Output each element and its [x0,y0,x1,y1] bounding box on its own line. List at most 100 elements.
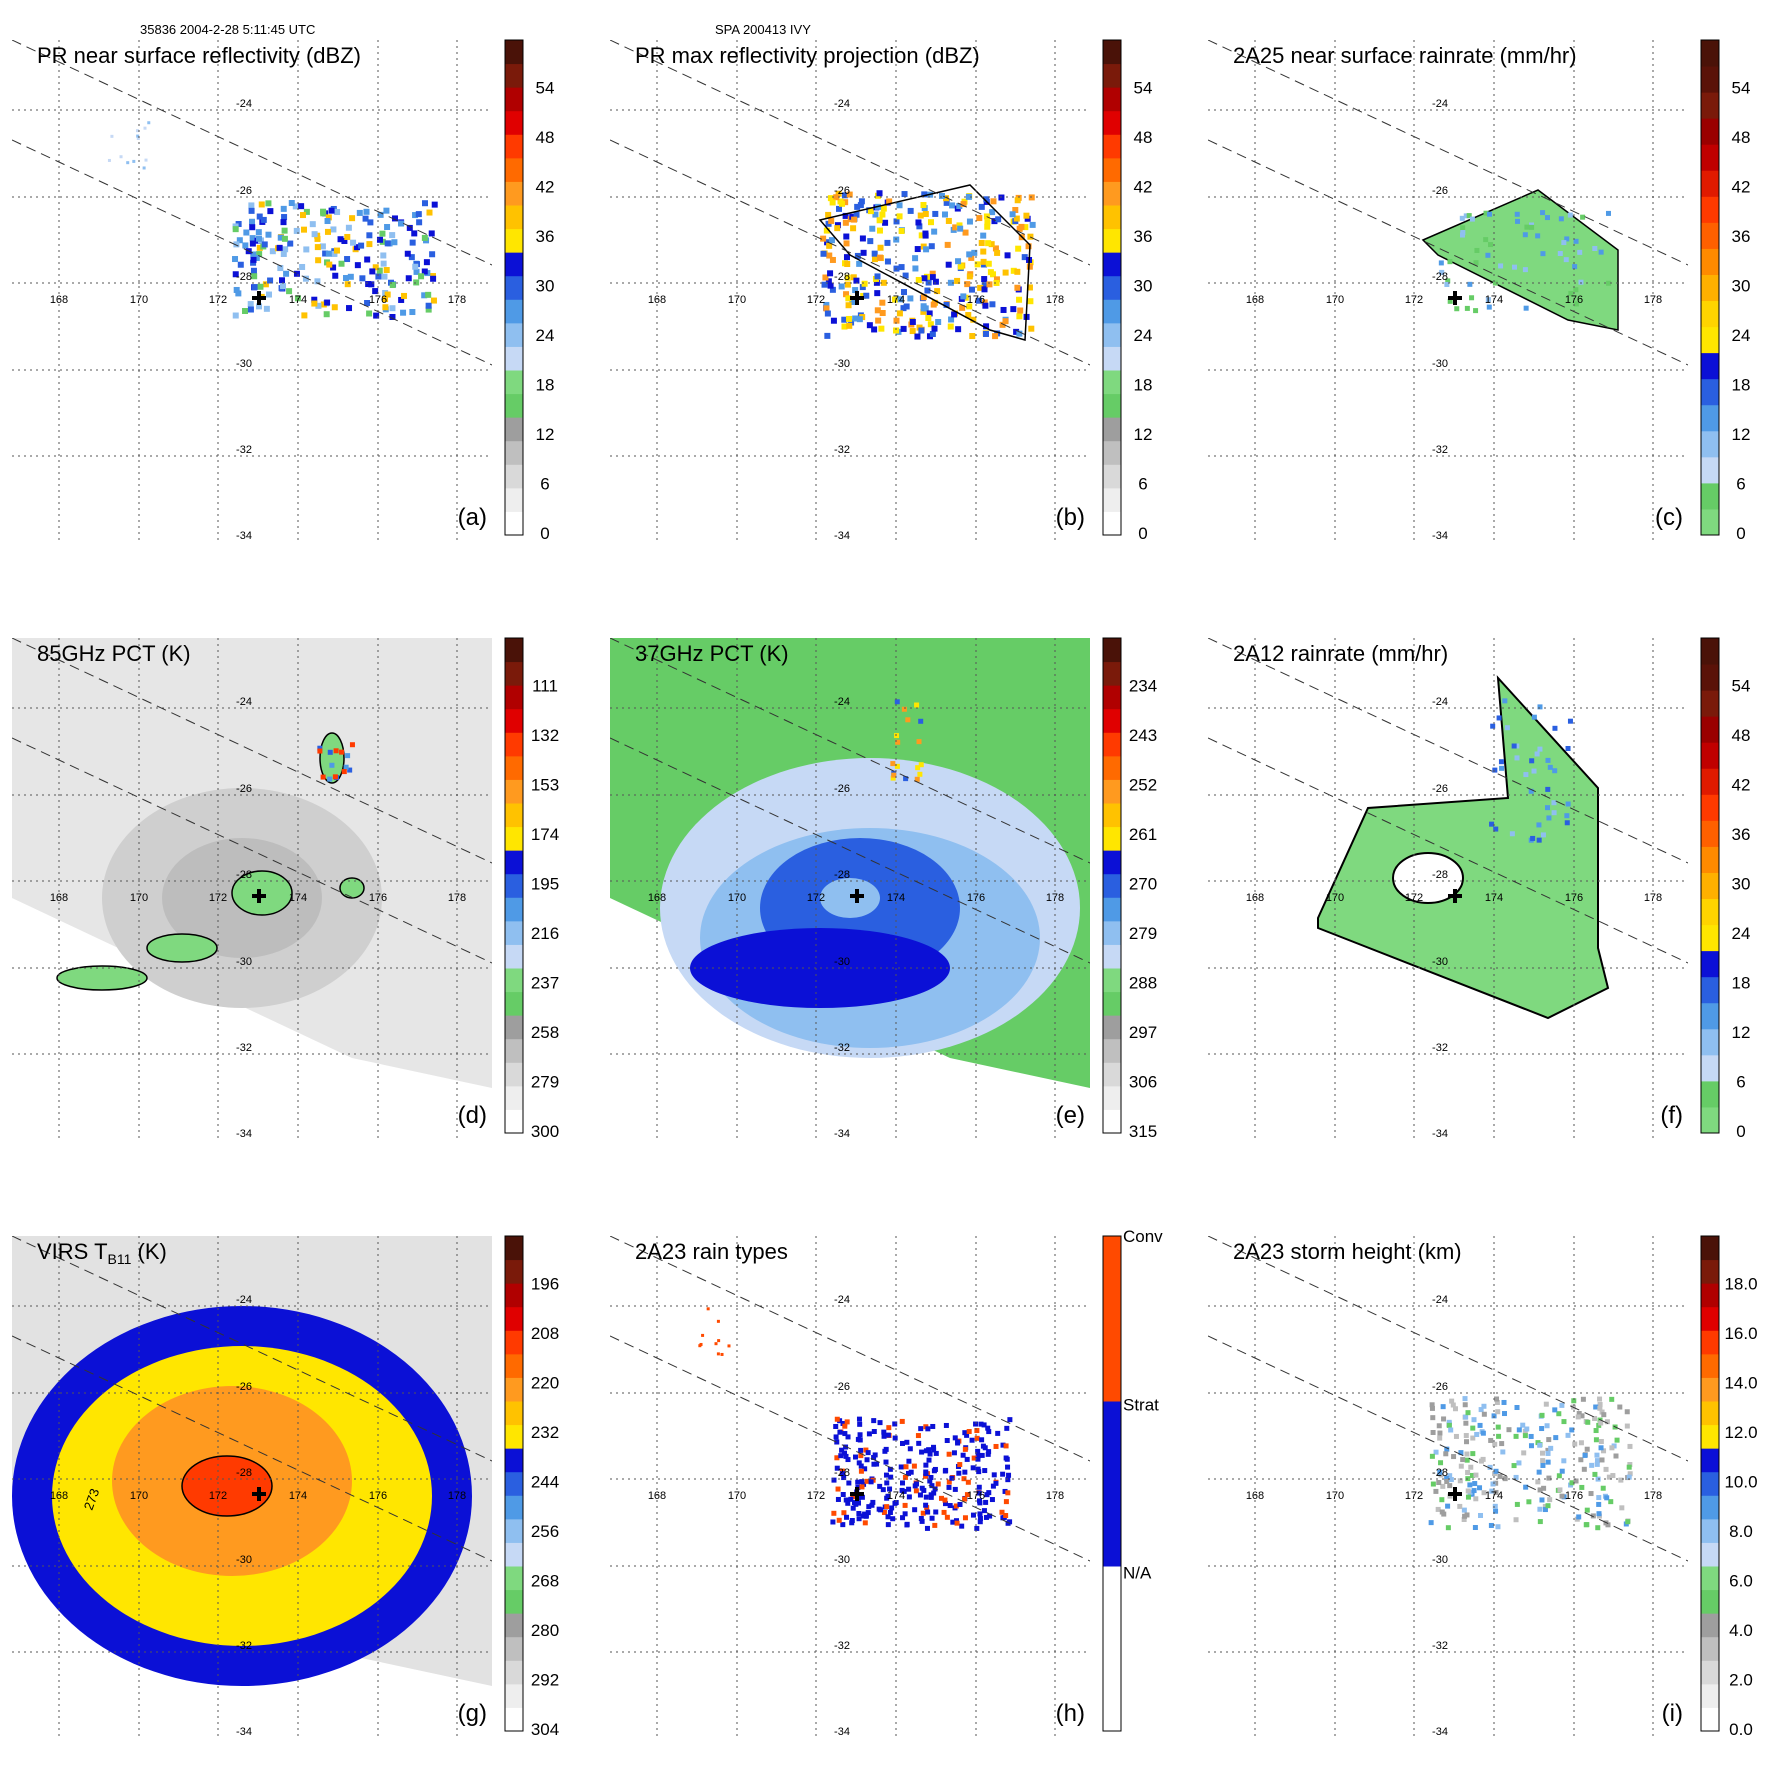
storm-height-pixel [1603,1466,1609,1472]
colorbar-swatch [505,920,523,945]
colorbar-swatch [505,346,523,371]
max-reflectivity-pixel [879,299,886,306]
max-reflectivity-pixel [1009,211,1016,218]
storm-height-pixel [1613,1453,1619,1459]
rain-type-pixel [975,1456,981,1462]
storm-height-pixel [1481,1490,1487,1496]
max-reflectivity-pixel [1010,306,1017,313]
panel-letter: (i) [1662,1700,1683,1727]
rain-type-pixel [950,1519,956,1525]
rainrate-pixel [1463,213,1469,219]
storm-height-pixel [1473,1472,1479,1478]
colorbar-swatch [505,393,523,418]
rain-type-pixel [858,1463,864,1469]
rainrate-pixel [1486,304,1492,310]
lat-tick-label: -32 [236,444,252,456]
map-panel-f: 168 170 172 174 176 178-24-26-28-30-32-342A12… [1208,638,1688,1138]
max-reflectivity-pixel [980,232,987,239]
rain-type-pixel [857,1432,863,1438]
pct85-pixel [343,764,349,770]
max-reflectivity-pixel [871,326,878,333]
colorbar-swatch [505,944,523,969]
colorbar-swatch [505,63,523,88]
rainrate-pixel [1540,210,1546,216]
storm-height-pixel [1473,1496,1479,1502]
storm-height-pixel [1624,1409,1630,1415]
colorbar-swatch [1701,352,1719,380]
reflectivity-pixel [323,311,330,318]
colorbar-label: 36 [1134,227,1153,246]
colorbar-label: 261 [1129,825,1157,844]
reflectivity-pixel [258,201,265,208]
storm-height-pixel [1542,1507,1548,1513]
panel-title: 2A25 near surface rainrate (mm/hr) [1233,43,1577,68]
rainrate-pixel [1544,215,1550,221]
reflectivity-pixel [409,309,416,316]
rain-type-pixel [844,1514,850,1520]
reflectivity-pixel [277,265,284,272]
rain-type-pixel [1003,1499,1009,1505]
rain-type-pixel [883,1459,889,1465]
rainrate-pixel [1454,306,1460,312]
storm-height-pixel [1430,1415,1436,1421]
lon-tick-label: 178 [1644,892,1662,904]
reflectivity-pixel [309,221,316,228]
rain-type-pixel [866,1504,872,1510]
storm-height-pixel [1457,1503,1463,1509]
colorbar-swatch [1701,378,1719,406]
rain-type-pixel [981,1422,987,1428]
pct37-pixel [903,776,909,782]
rain-type-pixel [964,1456,970,1462]
rainrate-pixel [1564,813,1570,819]
colorbar-swatch [1701,820,1719,847]
reflectivity-pixel [279,277,286,284]
max-reflectivity-pixel [957,225,964,232]
storm-height-pixel [1596,1511,1602,1517]
colorbar-frame [504,39,524,536]
rain-type-pixel [938,1495,944,1501]
colorbar-label: 280 [531,1621,559,1640]
colorbar-swatch [505,968,523,993]
storm-height-pixel [1463,1420,1469,1426]
reflectivity-pixel [380,260,387,267]
storm-height-pixel [1546,1475,1552,1481]
max-reflectivity-pixel [900,289,907,296]
lon-tick-label: 178 [1644,294,1662,306]
rain-type-pixel [964,1492,970,1498]
lon-tick-label: 174 [887,1490,905,1502]
rainrate-pixel [1509,831,1515,837]
storm-height-pixel [1452,1406,1458,1412]
panel-title: 2A23 storm height (km) [1233,1239,1462,1264]
storm-height-pixel [1557,1487,1563,1493]
max-reflectivity-pixel [892,296,899,303]
storm-height-pixel [1543,1401,1549,1407]
rain-type-pixel [862,1466,868,1472]
rain-type-pixel [931,1490,937,1496]
storm-height-pixel [1471,1488,1477,1494]
storm-height-pixel [1580,1396,1586,1402]
pct37-pixel [890,761,896,767]
max-reflectivity-pixel [884,258,891,265]
storm-height-pixel [1578,1440,1584,1446]
colorbar-frame [1102,39,1122,536]
rain-type-pixel [840,1492,846,1498]
storm-height-pixel [1539,1450,1545,1456]
colorbar-label: 48 [1134,128,1153,147]
max-reflectivity-pixel [976,215,983,222]
rain-type-pixel [978,1421,984,1427]
rain-type-pixel [981,1508,987,1514]
storm-height-pixel [1606,1474,1612,1480]
rainrate-pixel [1498,759,1504,765]
max-reflectivity-pixel [974,261,981,268]
rain-type-pixel [957,1462,963,1468]
colorbar-swatch [1701,222,1719,249]
colorbar-swatch [1103,991,1121,1016]
swath-edge-line [610,40,1090,266]
max-reflectivity-pixel [968,286,975,293]
panel-title: PR near surface reflectivity (dBZ) [37,43,361,68]
lon-tick-label: 170 [130,892,148,904]
colorbar-swatch [505,40,523,65]
storm-height-pixel [1469,1472,1475,1478]
colorbar-swatch [1103,873,1121,898]
rain-type-pixel [869,1502,875,1508]
